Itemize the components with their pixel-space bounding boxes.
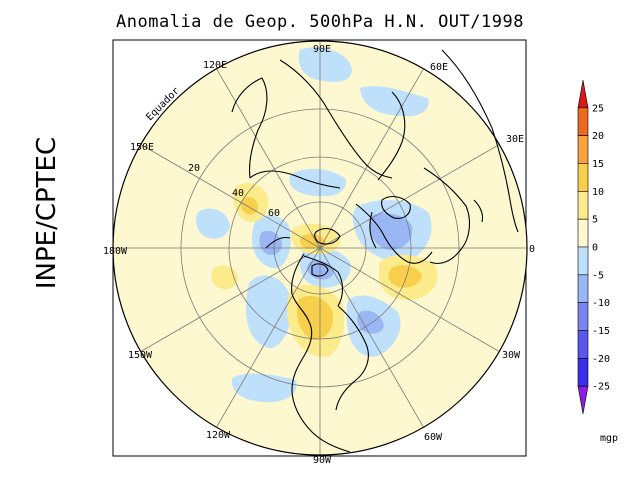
colorbar-tick-label: 5	[592, 215, 598, 226]
lon-label-120w: 120W	[206, 430, 231, 441]
colorbar-segment	[577, 274, 589, 303]
lon-label-90w: 90W	[313, 455, 332, 466]
graticule	[113, 41, 527, 455]
lat-label-40: 40	[232, 188, 244, 199]
colorbar-segment	[577, 218, 589, 248]
lon-label-60w: 60W	[424, 432, 443, 443]
colorbar-segment	[577, 135, 589, 164]
colorbar-segment	[577, 163, 589, 192]
lon-label-150w: 150W	[128, 350, 153, 361]
colorbar-segment	[577, 107, 589, 136]
colorbar-tick-label: 0	[592, 243, 598, 254]
lon-label-30e: 30E	[506, 134, 524, 145]
colorbar-segment	[577, 191, 589, 220]
longitude-labels: 90E 60E 30E 0 30W 60W 90W 120W 150W 180W…	[103, 44, 535, 466]
colorbar-tick-label: 20	[592, 131, 604, 142]
lon-label-180w: 180W	[103, 246, 128, 257]
colorbar-tick-label: -20	[592, 354, 610, 365]
colorbar-tick-label: 25	[592, 103, 604, 114]
colorbar-tick-label: -25	[592, 382, 610, 393]
lon-label-90e: 90E	[313, 44, 331, 55]
lat-label-60: 60	[268, 208, 280, 219]
coastlines	[231, 49, 519, 453]
map-boundary	[112, 40, 528, 456]
lat-label-20: 20	[188, 163, 200, 174]
colorbar-tick-label: -15	[592, 326, 610, 337]
colorbar-segment	[577, 79, 589, 109]
lon-label-60e: 60E	[430, 62, 448, 73]
colorbar-tick-label: 10	[592, 187, 604, 198]
lon-label-120e: 120E	[203, 60, 227, 71]
lon-label-0: 0	[529, 244, 535, 255]
colorbar-segment	[577, 246, 589, 276]
colorbar-tick-label: 15	[592, 159, 604, 170]
colorbar-units: mgp	[600, 433, 618, 444]
colorbar-tick-label: -5	[592, 270, 604, 281]
colorbar-segment	[577, 358, 589, 387]
colorbar: 25 20 15 10 5 0 -5 -10 -15 -20 -25	[577, 79, 610, 415]
lon-label-150e: 150E	[130, 142, 154, 153]
lon-label-30w: 30W	[502, 350, 521, 361]
colorbar-segment	[577, 330, 589, 359]
colorbar-segment	[577, 385, 589, 415]
anomaly-field	[196, 47, 438, 403]
map-title: Anomalia de Geop. 500hPa H.N. OUT/1998	[116, 12, 524, 32]
colorbar-tick-label: -10	[592, 298, 610, 309]
colorbar-segment	[577, 302, 589, 331]
